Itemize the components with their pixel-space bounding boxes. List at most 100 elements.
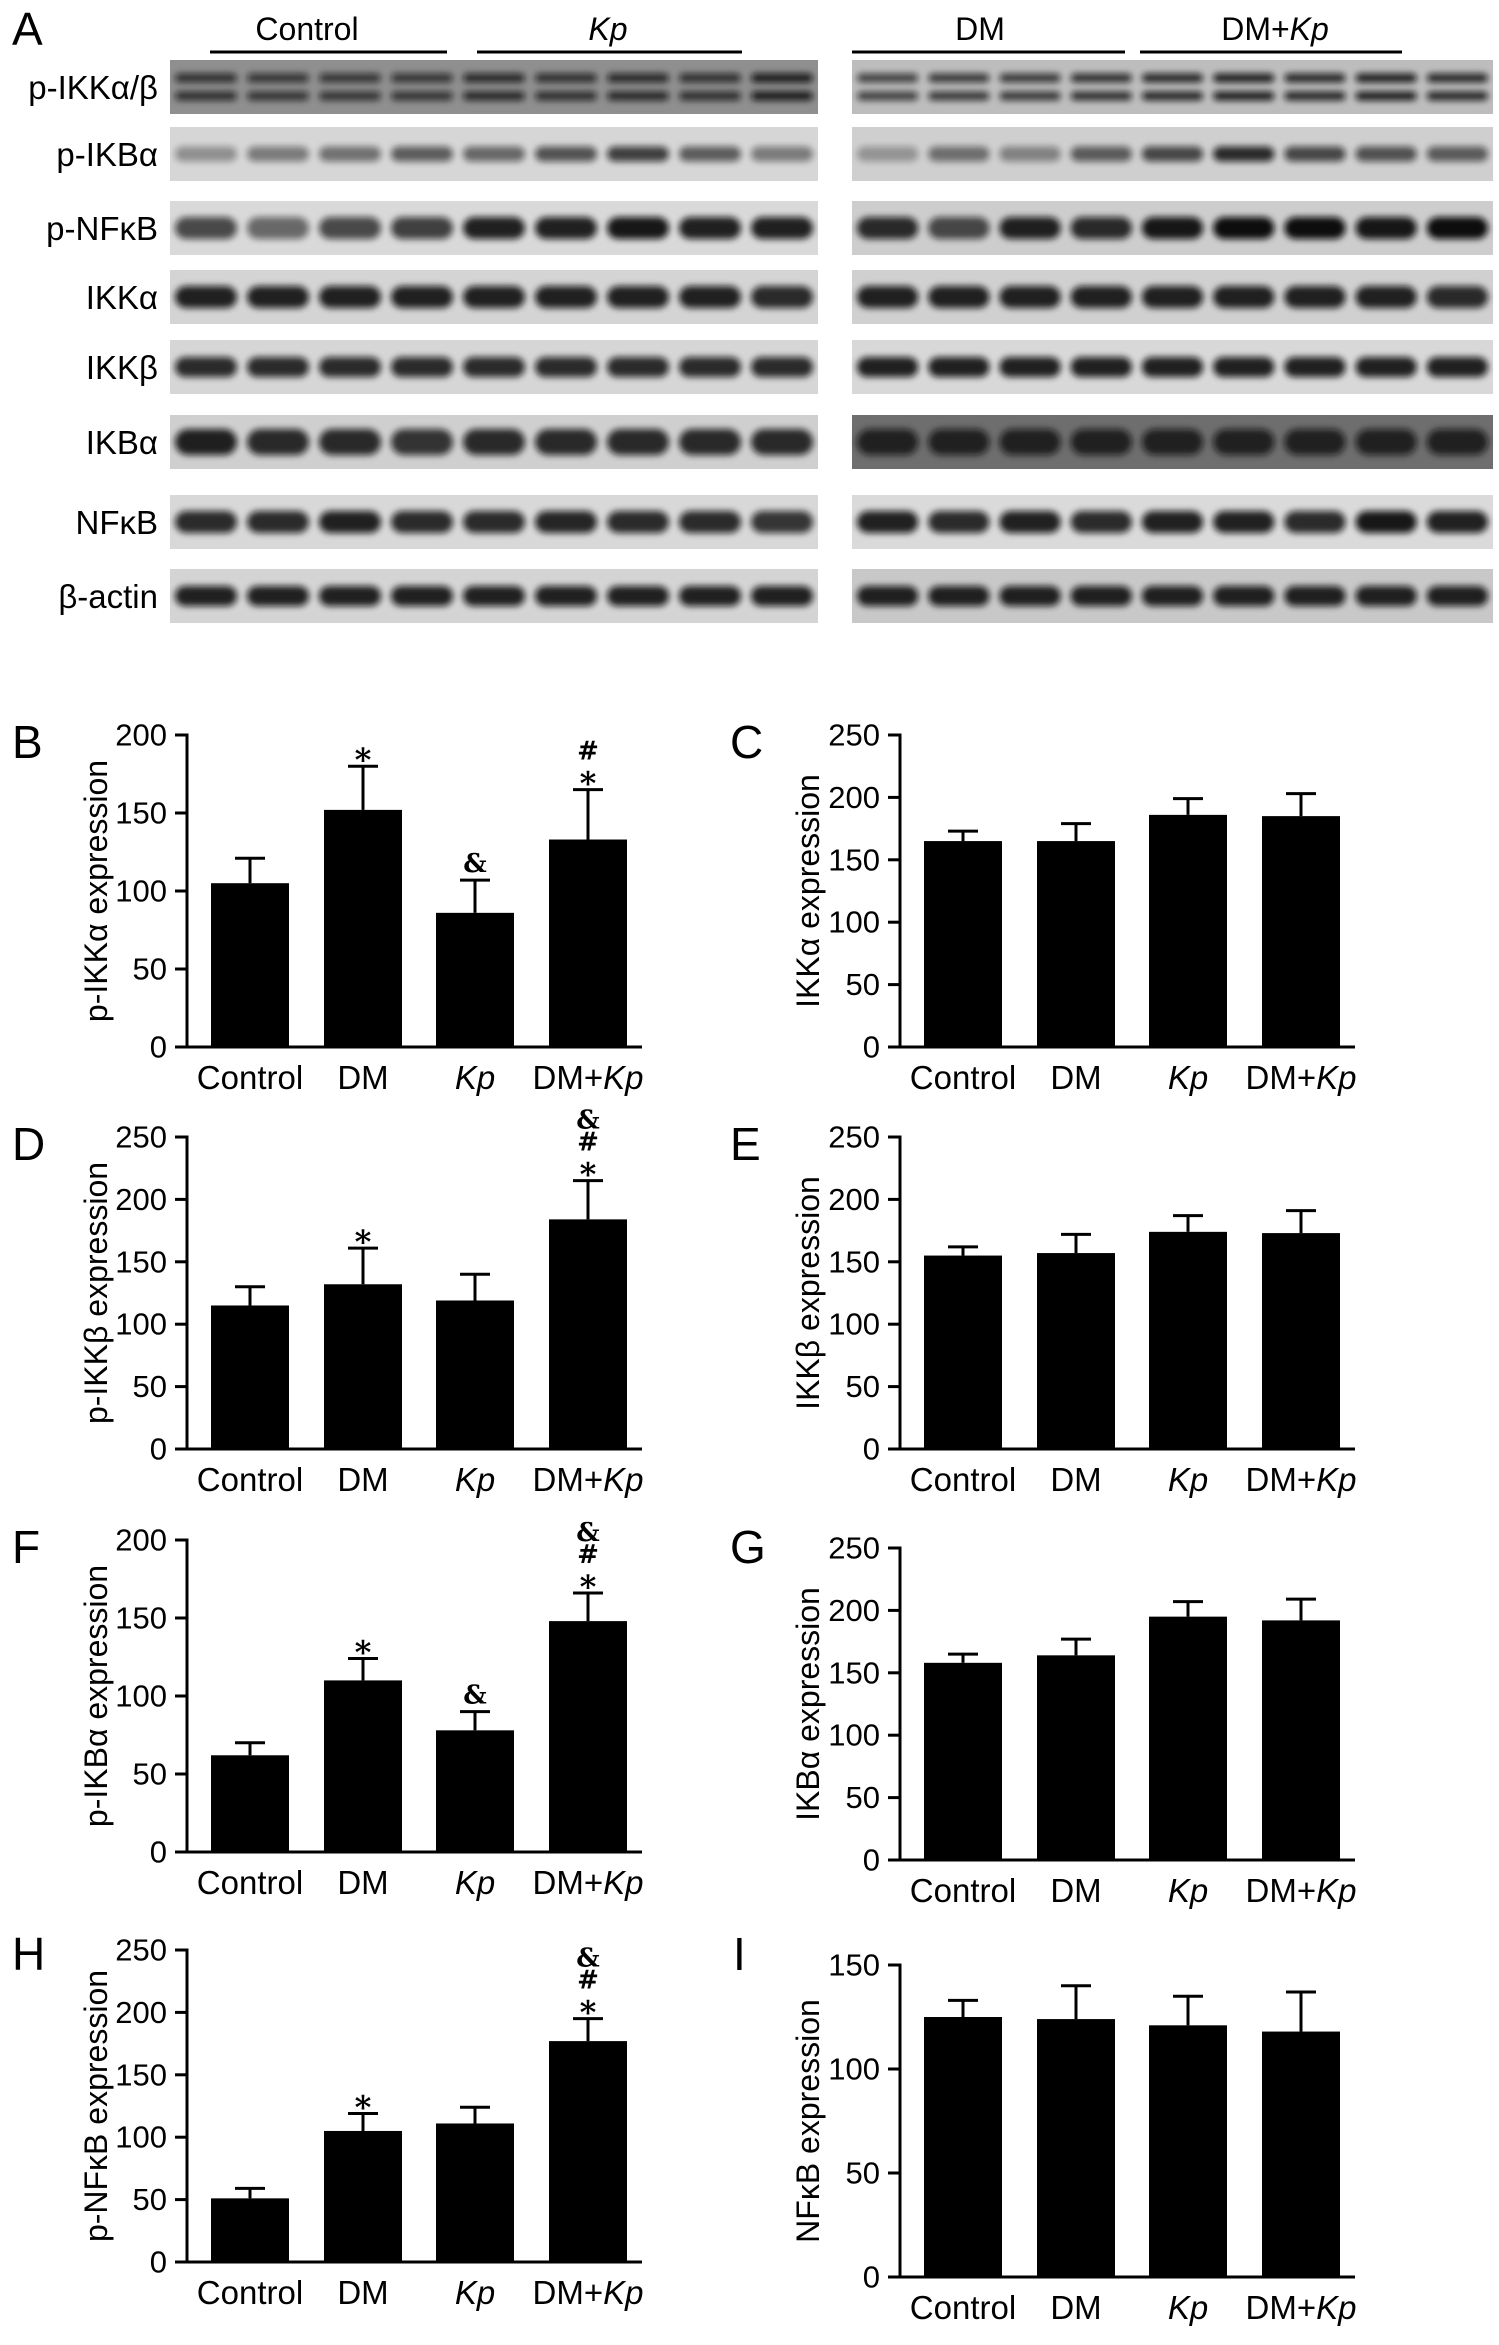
blot-row: [852, 60, 1493, 114]
group-label-control: Control: [255, 11, 358, 47]
blot-band: [1426, 586, 1489, 606]
category-label: Control: [197, 2274, 303, 2311]
category-label: DM: [337, 1059, 388, 1096]
blot-band: [319, 586, 381, 606]
category-label: Control: [910, 1461, 1016, 1498]
panel-a-western-blot: A Control Kp DM DM+Kp p-IKKα/β p-IKBα p-…: [12, 3, 1493, 623]
category-label: Kp: [455, 2274, 495, 2311]
blot-band: [175, 511, 237, 533]
y-tick-label: 50: [846, 2156, 880, 2191]
blot-band: [1284, 586, 1346, 606]
y-axis-label: IKBα expression: [790, 1587, 826, 1821]
blot-band: [1284, 429, 1346, 455]
y-tick-label: 100: [828, 2052, 880, 2087]
row-label-ikk-beta: IKKβ: [86, 349, 158, 386]
blot-band: [751, 586, 813, 606]
blot-band: [1141, 217, 1204, 239]
significance-marker: &: [576, 1106, 599, 1136]
blot-band: [175, 357, 237, 377]
blot-band: [1355, 586, 1417, 606]
blot-band: [1355, 429, 1417, 455]
bar: [924, 841, 1002, 1047]
label-segment: Kp: [1316, 2289, 1356, 2326]
blot-band: [463, 146, 525, 162]
significance-marker: &: [463, 1681, 486, 1711]
blot-band: [175, 73, 237, 83]
label-segment: Kp: [455, 1461, 495, 1498]
blot-row: [170, 201, 818, 255]
blot-row-labels: p-IKKα/β p-IKBα p-NFκB IKKα IKKβ IKBα NF…: [28, 69, 158, 615]
panel-letter: B: [12, 716, 43, 768]
blot-band: [535, 511, 597, 533]
blot-band: [535, 146, 597, 162]
label-segment: DM+: [1246, 2289, 1317, 2326]
blot-band: [751, 217, 813, 239]
category-label: Kp: [1168, 1059, 1208, 1096]
blot-band: [928, 286, 990, 308]
blot-band: [1355, 91, 1417, 101]
label-segment: DM: [1050, 2289, 1101, 2326]
category-label: DM+Kp: [533, 1461, 644, 1498]
label-segment: DM: [955, 11, 1005, 47]
row-label-ikb-alpha: IKBα: [86, 424, 158, 461]
blot-band: [751, 511, 813, 533]
blot-band: [1426, 91, 1489, 101]
blot-band: [607, 73, 669, 83]
label-segment: DM+: [1221, 11, 1289, 47]
significance-marker: #: [577, 1128, 599, 1158]
blot-band: [1426, 357, 1489, 377]
significance-marker: #: [577, 1540, 599, 1570]
group-label-kp: Kp: [588, 11, 627, 47]
y-axis-label: p-IKKβ expression: [78, 1162, 114, 1424]
category-label: Kp: [1168, 1872, 1208, 1909]
blot-band: [247, 146, 309, 162]
label-segment: Kp: [455, 1864, 495, 1901]
category-label: Kp: [1168, 1461, 1208, 1498]
blot-band: [175, 217, 237, 239]
label-segment: DM: [1050, 1059, 1101, 1096]
blot-band: [1213, 429, 1275, 455]
blot-band: [175, 586, 237, 606]
blot-band: [1213, 511, 1275, 533]
y-tick-label: 0: [150, 2245, 167, 2280]
blot-band: [856, 91, 919, 101]
blot-band: [1284, 146, 1346, 162]
blot-band: [391, 91, 453, 101]
blot-band: [856, 146, 919, 162]
bar: [211, 1755, 289, 1852]
y-tick-label: 150: [828, 842, 880, 877]
blot-band: [856, 286, 919, 308]
blot-band: [1070, 286, 1132, 308]
blot-band: [856, 217, 919, 239]
blot-band: [1426, 217, 1489, 239]
blot-band: [607, 357, 669, 377]
blot-band: [1426, 286, 1489, 308]
label-segment: Control: [910, 1461, 1016, 1498]
label-segment: Kp: [1168, 1059, 1208, 1096]
y-tick-label: 50: [133, 2182, 167, 2217]
category-label: DM+Kp: [533, 2274, 644, 2311]
panel-letter: H: [12, 1928, 45, 1980]
label-segment: Control: [255, 11, 358, 47]
blot-band: [1213, 146, 1275, 162]
blot-band: [1141, 357, 1204, 377]
y-tick-label: 200: [115, 1182, 167, 1217]
y-tick-label: 150: [115, 2057, 167, 2092]
blot-row: [852, 415, 1493, 469]
blot-band: [1070, 217, 1132, 239]
category-label: DM+Kp: [1246, 2289, 1357, 2326]
label-segment: Kp: [1316, 1872, 1356, 1909]
chart-panel-b: Bp-IKKα expressionControl*DM&Kp#*DM+Kp05…: [12, 716, 643, 1096]
blot-band: [319, 511, 381, 533]
blot-band: [751, 73, 813, 83]
blot-band: [1213, 91, 1275, 101]
bar: [211, 2198, 289, 2262]
row-label-p-ikk-alpha-beta: p-IKKα/β: [28, 69, 158, 106]
blot-band: [1070, 429, 1132, 455]
blot-band: [391, 511, 453, 533]
significance-marker: *: [355, 2088, 372, 2126]
blot-band: [928, 511, 990, 533]
label-segment: DM+: [1246, 1461, 1317, 1498]
y-tick-label: 150: [115, 1601, 167, 1636]
blot-band: [247, 429, 309, 455]
